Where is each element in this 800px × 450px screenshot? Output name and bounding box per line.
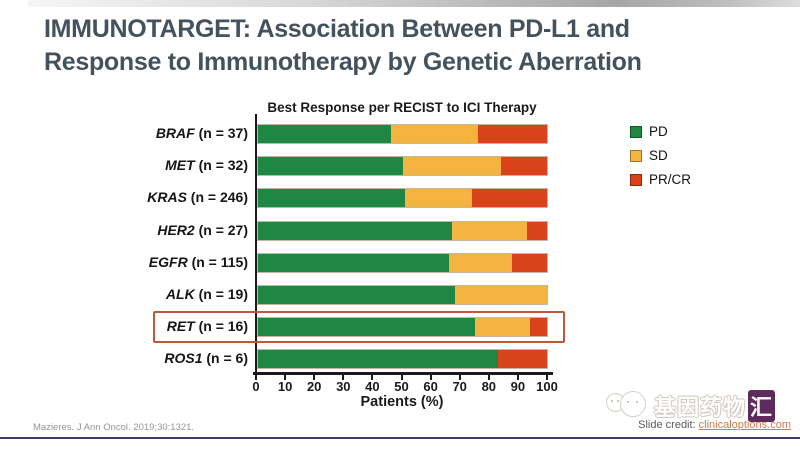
bar-segment-pr-cr	[477, 125, 547, 143]
bottom-divider	[0, 437, 800, 439]
bar-segment-pr-cr	[529, 318, 547, 336]
legend-item-prcr: PR/CR	[630, 172, 691, 187]
bar-segment-pd	[258, 157, 403, 175]
bar-segment-pr-cr	[471, 189, 547, 207]
bar-segment-pr-cr	[500, 157, 547, 175]
x-tick-mark	[313, 375, 316, 380]
sd-swatch-icon	[630, 149, 642, 162]
x-tick-mark	[371, 375, 374, 380]
bar-category-label: ALK (n = 19)	[165, 286, 248, 302]
x-tick-label: 30	[336, 379, 351, 394]
top-gradient-band	[28, 0, 800, 7]
x-tick-label: 100	[536, 379, 558, 394]
bar-segment-sd	[390, 125, 478, 143]
legend-label-pd: PD	[649, 124, 668, 139]
bar-segment-sd	[451, 222, 527, 240]
x-tick-mark	[458, 375, 461, 380]
stacked-bar	[257, 349, 548, 369]
bar-segment-pd	[258, 189, 406, 207]
stacked-bar	[257, 124, 548, 144]
x-axis-line	[253, 372, 553, 375]
x-tick-label: 50	[394, 379, 409, 394]
watermark-text: 基因药物汇	[654, 390, 776, 422]
mascot-icon	[606, 391, 654, 421]
clinicaloptions-link[interactable]: clinicaloptions.com	[698, 419, 791, 431]
bar-segment-pd	[258, 254, 449, 272]
bar-category-label: HER2 (n = 27)	[157, 222, 248, 238]
bar-segment-pr-cr	[526, 222, 547, 240]
x-tick-label: 60	[423, 379, 438, 394]
bar-category-label: ROS1 (n = 6)	[164, 350, 248, 366]
x-tick-label: 10	[277, 379, 293, 394]
x-tick-mark	[342, 375, 345, 380]
x-tick-label: 40	[365, 379, 380, 394]
x-tick-mark	[546, 375, 548, 380]
x-tick-mark	[284, 375, 287, 380]
bar-segment-pd	[258, 318, 475, 336]
stacked-bar	[257, 188, 548, 208]
bar-segment-sd	[474, 318, 530, 336]
bar-segment-sd	[402, 157, 501, 175]
x-tick-mark	[487, 375, 490, 380]
stacked-bar	[257, 253, 548, 273]
x-tick-mark	[255, 375, 257, 380]
bar-segment-sd	[405, 189, 472, 207]
x-tick-mark	[429, 375, 432, 380]
watermark: 基因药物汇	[606, 390, 776, 422]
legend-label-sd: SD	[649, 148, 668, 163]
slide-title: IMMUNOTARGET: Association Between PD-L1 …	[44, 13, 764, 79]
x-tick-label: 20	[306, 379, 322, 394]
legend-item-sd: SD	[630, 148, 691, 163]
bar-category-label: BRAF (n = 37)	[155, 125, 248, 141]
y-axis-line	[255, 114, 257, 374]
legend-label-prcr: PR/CR	[649, 172, 692, 187]
stacked-bar	[257, 317, 548, 337]
bar-segment-sd	[454, 286, 547, 304]
legend: PD SD PR/CR	[630, 124, 691, 196]
watermark-badge: 汇	[748, 390, 776, 422]
x-axis-label: Patients (%)	[360, 394, 444, 410]
bar-category-label: MET (n = 32)	[165, 157, 248, 173]
ret-highlight-box	[153, 311, 565, 343]
x-tick-label: 90	[510, 379, 526, 394]
x-tick-mark	[400, 375, 403, 380]
slide-title-line1: IMMUNOTARGET: Association Between PD-L1 …	[44, 15, 630, 43]
stacked-bar	[257, 156, 548, 176]
bar-segment-sd	[448, 254, 513, 272]
x-tick-label: 70	[452, 379, 467, 394]
bar-segment-pd	[258, 286, 455, 304]
x-tick-label: 80	[481, 379, 497, 394]
bar-segment-pd	[258, 125, 391, 143]
x-tick-mark	[516, 375, 519, 380]
x-tick-label: 0	[252, 379, 260, 394]
bar-segment-pr-cr	[497, 350, 547, 368]
slide-credit: Slide credit: clinicaloptions.com	[638, 419, 791, 431]
stacked-bar	[257, 221, 548, 241]
citation: Mazieres. J Ann Oncol. 2019;30:1321.	[33, 422, 195, 433]
slide-credit-label: Slide credit:	[638, 419, 699, 431]
bar-category-label: KRAS (n = 246)	[147, 189, 248, 205]
pd-swatch-icon	[630, 125, 642, 138]
slide-title-line2: Response to Immunotherapy by Genetic Abe…	[44, 48, 642, 76]
bar-category-label: EGFR (n = 115)	[148, 254, 248, 270]
chart-title: Best Response per RECIST to ICI Therapy	[267, 100, 537, 115]
prcr-swatch-icon	[630, 173, 642, 186]
bar-segment-pr-cr	[512, 254, 547, 272]
stacked-bar	[257, 285, 548, 305]
bar-category-label: RET (n = 16)	[166, 318, 248, 334]
bar-segment-pd	[258, 222, 452, 240]
legend-item-pd: PD	[630, 124, 691, 139]
bar-segment-pd	[258, 350, 498, 368]
